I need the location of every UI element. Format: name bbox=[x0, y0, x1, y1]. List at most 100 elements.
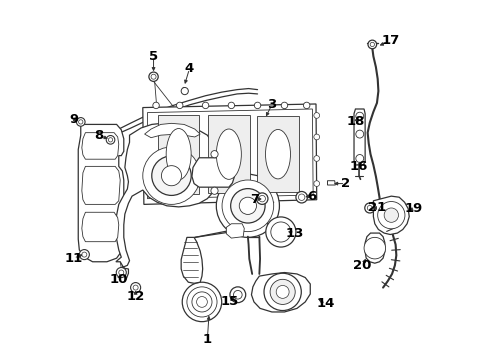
Ellipse shape bbox=[266, 130, 291, 179]
Circle shape bbox=[181, 87, 188, 95]
Circle shape bbox=[131, 283, 141, 293]
Circle shape bbox=[364, 237, 386, 259]
Text: 4: 4 bbox=[185, 62, 194, 75]
Text: 18: 18 bbox=[346, 116, 365, 129]
Circle shape bbox=[82, 252, 87, 257]
Circle shape bbox=[196, 297, 207, 307]
Text: 21: 21 bbox=[368, 202, 386, 215]
Circle shape bbox=[368, 206, 372, 211]
Circle shape bbox=[314, 156, 319, 161]
Circle shape bbox=[356, 112, 364, 120]
Polygon shape bbox=[82, 133, 119, 159]
Circle shape bbox=[298, 194, 305, 201]
Circle shape bbox=[187, 287, 217, 317]
Polygon shape bbox=[257, 116, 299, 192]
Circle shape bbox=[231, 189, 265, 223]
Text: 8: 8 bbox=[94, 129, 103, 142]
Circle shape bbox=[161, 166, 181, 186]
Circle shape bbox=[314, 113, 319, 118]
Polygon shape bbox=[373, 196, 409, 234]
Circle shape bbox=[176, 102, 183, 109]
Text: 15: 15 bbox=[221, 295, 239, 308]
Polygon shape bbox=[78, 125, 124, 262]
Polygon shape bbox=[82, 166, 120, 204]
Polygon shape bbox=[251, 273, 310, 312]
Polygon shape bbox=[192, 158, 235, 187]
Circle shape bbox=[222, 180, 274, 231]
Circle shape bbox=[259, 195, 266, 202]
Circle shape bbox=[116, 267, 126, 278]
Text: 2: 2 bbox=[341, 177, 350, 190]
Circle shape bbox=[78, 120, 83, 124]
Text: 1: 1 bbox=[203, 333, 212, 346]
Text: 14: 14 bbox=[317, 297, 335, 310]
Circle shape bbox=[270, 279, 295, 305]
Circle shape bbox=[276, 285, 289, 298]
Circle shape bbox=[368, 40, 377, 49]
Polygon shape bbox=[226, 224, 245, 238]
Circle shape bbox=[106, 135, 115, 144]
Circle shape bbox=[230, 287, 245, 303]
Circle shape bbox=[314, 181, 319, 186]
Circle shape bbox=[384, 208, 398, 222]
Polygon shape bbox=[158, 115, 199, 194]
Circle shape bbox=[192, 292, 212, 312]
Circle shape bbox=[143, 147, 200, 204]
Circle shape bbox=[153, 102, 159, 109]
Polygon shape bbox=[208, 116, 250, 193]
Text: 19: 19 bbox=[404, 202, 423, 215]
Circle shape bbox=[151, 74, 156, 79]
Ellipse shape bbox=[166, 129, 191, 180]
Polygon shape bbox=[327, 181, 335, 185]
Text: 6: 6 bbox=[307, 190, 316, 203]
Polygon shape bbox=[116, 123, 215, 280]
Text: 20: 20 bbox=[353, 259, 372, 272]
Circle shape bbox=[76, 118, 85, 126]
Circle shape bbox=[365, 203, 375, 213]
Circle shape bbox=[356, 154, 364, 162]
Text: 3: 3 bbox=[267, 98, 276, 111]
Circle shape bbox=[216, 174, 279, 237]
Circle shape bbox=[296, 192, 307, 203]
Circle shape bbox=[211, 187, 218, 194]
Circle shape bbox=[281, 102, 288, 109]
Circle shape bbox=[271, 222, 291, 242]
Text: 13: 13 bbox=[285, 226, 304, 239]
Circle shape bbox=[182, 282, 221, 321]
Circle shape bbox=[314, 134, 319, 140]
Circle shape bbox=[133, 285, 138, 290]
Circle shape bbox=[256, 193, 268, 204]
Polygon shape bbox=[143, 104, 317, 204]
Polygon shape bbox=[181, 237, 203, 283]
Circle shape bbox=[211, 150, 218, 158]
Polygon shape bbox=[82, 212, 119, 242]
Polygon shape bbox=[147, 109, 313, 199]
Text: 10: 10 bbox=[110, 273, 128, 286]
Polygon shape bbox=[145, 123, 200, 138]
Text: 11: 11 bbox=[65, 252, 83, 265]
Circle shape bbox=[254, 102, 261, 109]
Circle shape bbox=[239, 197, 256, 215]
Text: 7: 7 bbox=[250, 193, 260, 206]
Circle shape bbox=[378, 202, 405, 229]
Polygon shape bbox=[365, 233, 385, 263]
Text: 12: 12 bbox=[126, 290, 145, 303]
Circle shape bbox=[202, 102, 209, 109]
Circle shape bbox=[370, 42, 374, 46]
Ellipse shape bbox=[217, 129, 242, 179]
Circle shape bbox=[303, 102, 310, 109]
Circle shape bbox=[228, 102, 235, 109]
Text: 16: 16 bbox=[350, 160, 368, 173]
Circle shape bbox=[108, 138, 113, 142]
Circle shape bbox=[234, 291, 242, 299]
Text: 17: 17 bbox=[381, 34, 399, 48]
Circle shape bbox=[79, 249, 89, 260]
Text: 9: 9 bbox=[69, 113, 78, 126]
Circle shape bbox=[356, 130, 364, 138]
Circle shape bbox=[152, 156, 191, 195]
Circle shape bbox=[149, 72, 158, 81]
Polygon shape bbox=[354, 109, 365, 165]
Circle shape bbox=[264, 273, 301, 311]
Circle shape bbox=[119, 270, 124, 275]
Text: 5: 5 bbox=[149, 50, 158, 63]
